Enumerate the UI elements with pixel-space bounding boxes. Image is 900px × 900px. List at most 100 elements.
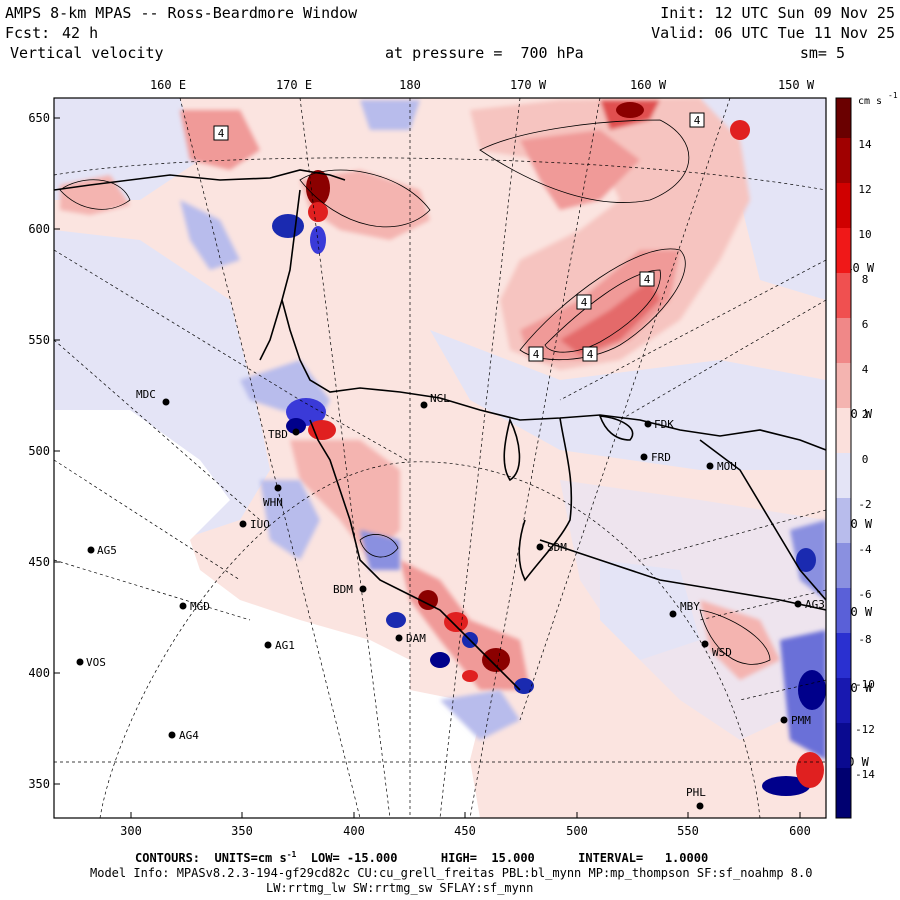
station-marker xyxy=(274,484,282,492)
left-ticks xyxy=(54,117,60,785)
colorbar-tick: -4 xyxy=(858,543,872,556)
contours-units-exp: -1 xyxy=(286,850,297,859)
colorbar-ticks: 14 12 10 8 6 4 2 0 -2 -4 -6 -8 -10 -12 -… xyxy=(855,138,875,781)
station-label: DAM xyxy=(406,632,426,645)
lon-label: 150 W xyxy=(778,78,815,92)
colorbar-tick: 14 xyxy=(858,138,872,151)
station-label: IUO xyxy=(250,518,270,531)
y-label: 550 xyxy=(28,333,50,347)
station-label: MDC xyxy=(136,388,156,401)
station-label: AG4 xyxy=(179,729,199,742)
contours-range: LOW= -15.000 HIGH= 15.000 INTERVAL= 1.00… xyxy=(296,851,709,865)
bottom-x-labels: 300 350 400 450 500 550 600 xyxy=(120,824,811,838)
top-lon-labels: 160 E 170 E 180 170 W 160 W 150 W xyxy=(150,78,815,92)
colorbar-tick: -10 xyxy=(855,678,875,691)
x-label: 350 xyxy=(231,824,253,838)
shaded-field xyxy=(54,98,826,818)
x-label: 500 xyxy=(566,824,588,838)
init-time: Init: 12 UTC Sun 09 Nov 25 xyxy=(660,4,895,22)
colorbar-tick: 4 xyxy=(862,363,869,376)
negative-region xyxy=(54,98,200,200)
positive-region xyxy=(520,130,640,210)
no-data-region xyxy=(54,410,410,818)
negative-region xyxy=(360,100,420,130)
station-marker xyxy=(264,641,272,649)
y-label: 450 xyxy=(28,555,50,569)
negative-region xyxy=(260,480,320,560)
y-label: 600 xyxy=(28,222,50,236)
field-name: Vertical velocity xyxy=(10,44,164,62)
positive-region xyxy=(470,98,750,370)
coastline xyxy=(54,169,826,691)
colorbar-tick: 0 xyxy=(862,453,869,466)
colorbar-tick: 8 xyxy=(862,273,869,286)
contours-units: CONTOURS: UNITS=cm s xyxy=(135,851,287,865)
x-label: 600 xyxy=(789,824,811,838)
contour-label: 4 xyxy=(581,296,588,309)
colorbar-tick: -2 xyxy=(858,498,871,511)
y-label: 650 xyxy=(28,111,50,125)
station-label: FDK xyxy=(654,418,674,431)
lon-label: 170 E xyxy=(276,78,312,92)
colorbar-tick: 6 xyxy=(862,318,869,331)
colorbar-tick: 12 xyxy=(858,183,871,196)
station-label: BDM xyxy=(333,583,353,596)
contour-lines xyxy=(59,119,771,665)
negative-region xyxy=(600,560,700,660)
lon-label: 160 E xyxy=(150,78,186,92)
station-marker xyxy=(359,585,367,593)
station-marker xyxy=(669,610,677,618)
station-marker xyxy=(239,520,247,528)
colorbar-tick: -14 xyxy=(855,768,875,781)
negative-region xyxy=(360,530,400,570)
station-marker xyxy=(420,401,428,409)
station-marker xyxy=(168,731,176,739)
positive-region xyxy=(290,440,400,560)
station-label: WSD xyxy=(712,646,732,659)
station-label: WHN xyxy=(263,496,283,509)
x-label: 300 xyxy=(120,824,142,838)
contour-label: 4 xyxy=(218,127,225,140)
left-y-labels: 650 600 550 500 450 400 350 xyxy=(28,111,50,791)
x-label: 450 xyxy=(454,824,476,838)
lon-label: 170 W xyxy=(510,78,547,92)
contour-label: 4 xyxy=(694,114,701,127)
y-label: 350 xyxy=(28,777,50,791)
station-marker xyxy=(640,453,648,461)
smoothing: sm= 5 xyxy=(799,44,845,62)
pressure-level: at pressure = 700 hPa xyxy=(385,44,584,62)
station-label: MOU xyxy=(717,460,737,473)
x-label: 550 xyxy=(677,824,699,838)
station-marker xyxy=(794,600,802,608)
model-info-line2: LW:rrtmg_lw SW:rrtmg_sw SFLAY:sf_mynn xyxy=(266,881,534,895)
positive-region xyxy=(300,170,430,240)
x-label: 400 xyxy=(343,824,365,838)
positive-region xyxy=(560,280,660,355)
negative-region xyxy=(180,200,240,270)
colorbar xyxy=(835,97,852,819)
contour-label: 4 xyxy=(587,348,594,361)
station-label: NGL xyxy=(430,392,450,405)
station-marker xyxy=(706,462,714,470)
colorbar-units-text: cm s xyxy=(858,96,882,107)
station-marker xyxy=(87,546,95,554)
lon-label: 180 xyxy=(399,78,421,92)
colorbar-tick: 2 xyxy=(862,408,869,421)
station-marker xyxy=(701,640,709,648)
colorbar-tick: -12 xyxy=(855,723,875,736)
station-label: SDM xyxy=(547,541,567,554)
station-marker xyxy=(179,602,187,610)
station-label: FRD xyxy=(651,451,671,464)
contours-info: CONTOURS: UNITS=cm s-1 LOW= -15.000 HIGH… xyxy=(135,850,708,865)
colorbar-tick: -8 xyxy=(858,633,871,646)
station-marker xyxy=(536,543,544,551)
colorbar-tick: -6 xyxy=(858,588,871,601)
station-marker xyxy=(395,634,403,642)
station-label: MGD xyxy=(190,600,210,613)
station-label: TBD xyxy=(268,428,288,441)
colorbar-tick: 10 xyxy=(858,228,871,241)
map-frame xyxy=(53,97,827,819)
negative-region xyxy=(440,690,520,740)
forecast-hours: 42 h xyxy=(62,24,99,42)
